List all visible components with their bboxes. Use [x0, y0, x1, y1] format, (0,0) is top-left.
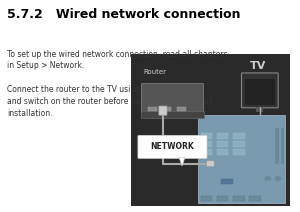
Circle shape: [274, 176, 281, 181]
Bar: [201, 133, 212, 139]
Circle shape: [264, 176, 271, 181]
Bar: [256, 107, 263, 112]
Bar: [221, 179, 233, 184]
FancyBboxPatch shape: [141, 84, 203, 112]
Bar: [217, 149, 229, 155]
FancyBboxPatch shape: [242, 73, 278, 108]
Bar: [131, 54, 290, 206]
FancyBboxPatch shape: [138, 135, 207, 158]
Bar: [217, 141, 229, 147]
Bar: [245, 79, 275, 105]
Bar: [233, 141, 244, 147]
Bar: [177, 106, 186, 111]
Text: To set up the wired network connection, read all chapters
in Setup > Network.: To set up the wired network connection, …: [7, 50, 228, 70]
Bar: [163, 106, 171, 111]
Bar: [233, 133, 244, 139]
Bar: [281, 128, 284, 163]
Text: Router: Router: [144, 69, 167, 75]
Bar: [148, 106, 157, 111]
Text: Connect the router to the TV using a network cable
and switch on the router befo: Connect the router to the TV using a net…: [7, 85, 214, 118]
Bar: [141, 111, 204, 118]
FancyBboxPatch shape: [159, 106, 167, 115]
Text: NETWORK: NETWORK: [151, 142, 194, 151]
Polygon shape: [179, 158, 185, 166]
Bar: [233, 149, 244, 155]
Bar: [217, 196, 229, 201]
Bar: [198, 115, 285, 203]
Bar: [201, 141, 212, 147]
Bar: [201, 196, 212, 201]
Bar: [275, 128, 279, 163]
Bar: [201, 149, 212, 155]
Text: 5.7.2   Wired network connection: 5.7.2 Wired network connection: [7, 8, 241, 21]
Bar: [249, 196, 261, 201]
Bar: [217, 133, 229, 139]
Bar: [233, 196, 244, 201]
Text: TV: TV: [250, 61, 266, 71]
FancyBboxPatch shape: [207, 161, 214, 167]
